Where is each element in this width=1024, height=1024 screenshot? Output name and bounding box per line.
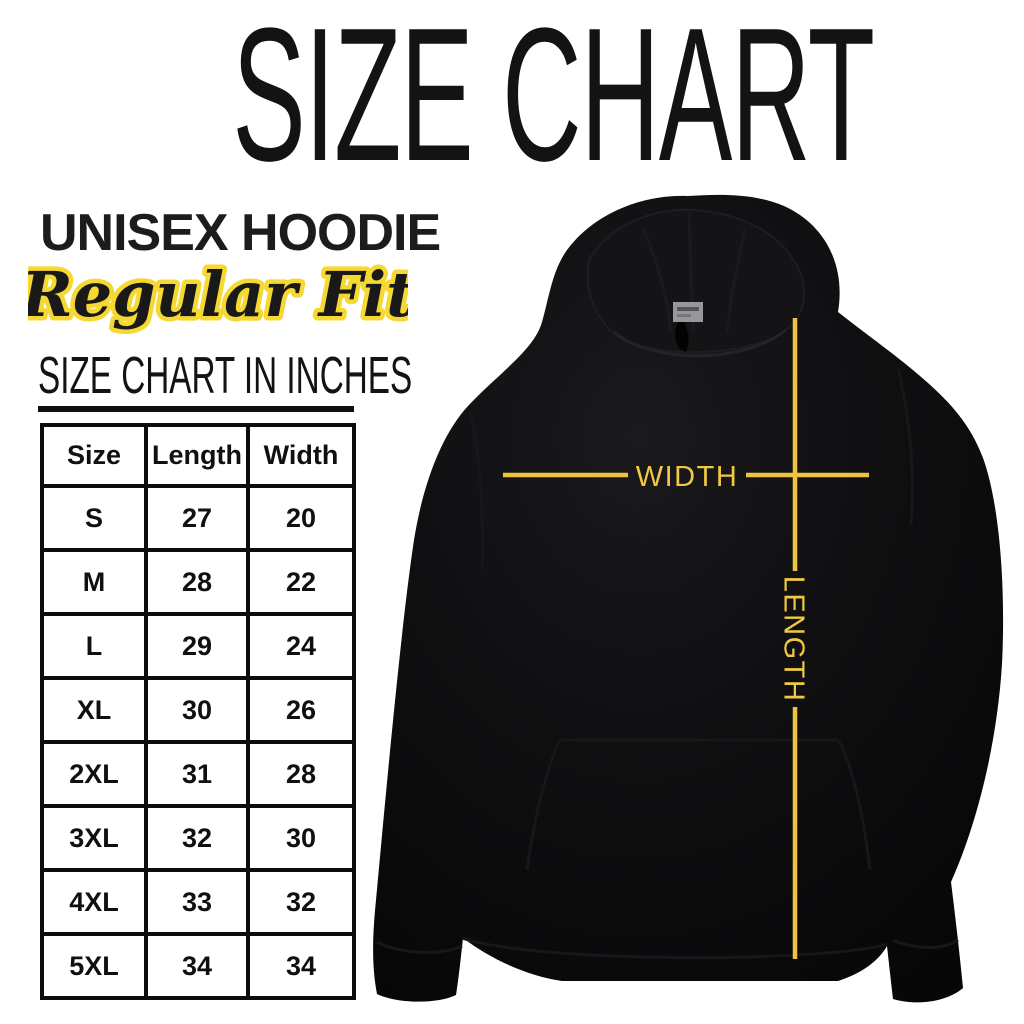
size-cell: M (40, 548, 148, 616)
left-shoulder-seam (468, 411, 484, 571)
table-row: 4XL 33 32 (40, 868, 356, 936)
length-cell: 28 (144, 548, 250, 616)
width-cell: 32 (246, 868, 356, 936)
length-cell: 33 (144, 868, 250, 936)
product-name: UNISEX HOODIE (40, 204, 441, 262)
length-cell: 29 (144, 612, 250, 680)
table-row: 2XL 31 28 (40, 740, 356, 808)
size-cell: XL (40, 676, 148, 744)
length-cell: 27 (144, 484, 250, 552)
size-table: Size Length Width S 27 20 M 28 22 L 29 24 XL 30 26 2… (40, 423, 356, 1000)
hoodie-silhouette (373, 194, 1004, 1003)
width-cell: 22 (246, 548, 356, 616)
page-title: SIZE CHART (0, 0, 1024, 190)
table-heading-text: SIZE CHART IN INCHES (38, 347, 413, 405)
length-label: LENGTH (778, 576, 810, 703)
table-row: M 28 22 (40, 548, 356, 616)
width-cell: 30 (246, 804, 356, 872)
right-shoulder-seam (896, 367, 914, 526)
column-header-length: Length (144, 423, 250, 488)
width-cell: 20 (246, 484, 356, 552)
width-label: WIDTH (636, 461, 739, 493)
pocket-outline (525, 738, 872, 871)
fit-label-text: Regular Fit (28, 258, 408, 331)
neck-rim-seam (613, 328, 787, 358)
left-cuff-seam (376, 940, 463, 954)
table-row: L 29 24 (40, 612, 356, 680)
length-cell: 32 (144, 804, 250, 872)
size-cell: 2XL (40, 740, 148, 808)
waistband-seam (461, 936, 888, 960)
measurement-lines (503, 318, 869, 959)
garment-seams (376, 367, 959, 960)
size-cell: S (40, 484, 148, 552)
table-row: 5XL 34 34 (40, 932, 356, 1000)
page-title-text: SIZE CHART (232, 0, 875, 201)
size-cell: L (40, 612, 148, 680)
column-header-size: Size (40, 423, 148, 488)
width-cell: 34 (246, 932, 356, 1000)
size-cell: 3XL (40, 804, 148, 872)
table-heading: SIZE CHART IN INCHES (38, 349, 412, 412)
size-cell: 5XL (40, 932, 148, 1000)
width-cell: 28 (246, 740, 356, 808)
table-row: 3XL 32 30 (40, 804, 356, 872)
width-cell: 24 (246, 612, 356, 680)
table-header-row: Size Length Width (40, 423, 356, 488)
width-cell: 26 (246, 676, 356, 744)
drawstring (675, 322, 689, 352)
length-cell: 30 (144, 676, 250, 744)
length-cell: 31 (144, 740, 250, 808)
neck-tag (673, 302, 703, 322)
table-row: XL 30 26 (40, 676, 356, 744)
length-cell: 34 (144, 932, 250, 1000)
size-cell: 4XL (40, 868, 148, 936)
fit-label: Regular Fit (28, 254, 408, 336)
size-table-body: S 27 20 M 28 22 L 29 24 XL 30 26 2XL 31 28 3XL 32 30 4XL 33… (40, 484, 356, 1000)
table-row: S 27 20 (40, 484, 356, 552)
column-header-width: Width (246, 423, 356, 488)
right-cuff-seam (892, 938, 959, 949)
